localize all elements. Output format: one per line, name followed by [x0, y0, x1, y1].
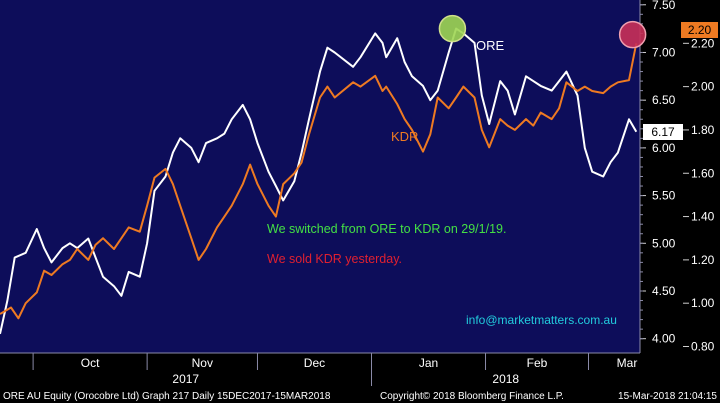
x-axis: Oct Nov Dec Jan Feb Mar 2017 2018: [32, 353, 638, 386]
series-label-ore: ORE: [476, 38, 505, 53]
series-label-kdr: KDR: [391, 129, 418, 144]
marker-layer: [438, 14, 647, 49]
series-layer: [0, 27, 638, 335]
y-left-tick-label: 6.00: [652, 141, 676, 155]
y-left-tick-label: 5.00: [652, 236, 676, 250]
y-left-tick-label: 4.50: [652, 284, 676, 298]
last-value-badge-kdr: 2.20: [681, 22, 718, 38]
annotation-sold: We sold KDR yesterday.: [267, 252, 402, 266]
footer-center: Copyright© 2018 Bloomberg Finance L.P.: [380, 391, 564, 402]
series-line-kdr: [0, 43, 638, 320]
y-right-tick-label: 1.80: [691, 123, 715, 137]
last-value-badge-ore: 6.17: [643, 124, 683, 140]
annotation-website: info@marketmatters.com.au: [466, 313, 617, 327]
y-left-tick-label: 5.50: [652, 189, 676, 203]
footer-left: ORE AU Equity (Orocobre Ltd) Graph 217 D…: [3, 391, 331, 402]
footer-right: 15-Mar-2018 21:04:15: [618, 391, 717, 402]
highlight-marker-kdr: [618, 20, 647, 49]
x-tick-label: Jan: [419, 356, 438, 370]
y-right-tick-label: 1.60: [691, 166, 715, 180]
series-line-ore: [0, 27, 638, 335]
x-tick-label: Dec: [304, 356, 325, 370]
y-axis-left: 4.00 4.50 5.00 5.50 6.00 6.50 7.00 7.50: [640, 0, 676, 346]
y-left-tick-label: 7.50: [652, 0, 676, 12]
annotation-switch: We switched from ORE to KDR on 29/1/19.: [267, 222, 506, 236]
x-tick-label: Nov: [192, 356, 213, 370]
x-tick-label: Mar: [617, 356, 638, 370]
y-left-tick-label: 7.00: [652, 45, 676, 59]
highlight-marker-ore: [438, 14, 467, 43]
x-tick-label: Oct: [81, 356, 100, 370]
y-left-tick-label: 6.50: [652, 93, 676, 107]
y-axis-right: 0.80 1.00 1.20 1.40 1.60 1.80 2.00 2.20: [683, 36, 715, 354]
y-right-tick-label: 1.00: [691, 296, 715, 310]
y-right-tick-label: 2.00: [691, 80, 715, 94]
x-tick-label: Feb: [527, 356, 548, 370]
y-right-tick-label: 2.20: [691, 36, 715, 50]
last-value-ore: 6.17: [651, 125, 675, 139]
x-year-label: 2018: [492, 372, 519, 386]
y-right-tick-label: 1.40: [691, 210, 715, 224]
last-value-kdr: 2.20: [688, 23, 712, 37]
y-right-tick-label: 0.80: [691, 340, 715, 354]
plot-area: [0, 0, 640, 353]
y-left-tick-label: 4.00: [652, 332, 676, 346]
y-right-tick-label: 1.20: [691, 253, 715, 267]
x-year-label: 2017: [172, 372, 199, 386]
